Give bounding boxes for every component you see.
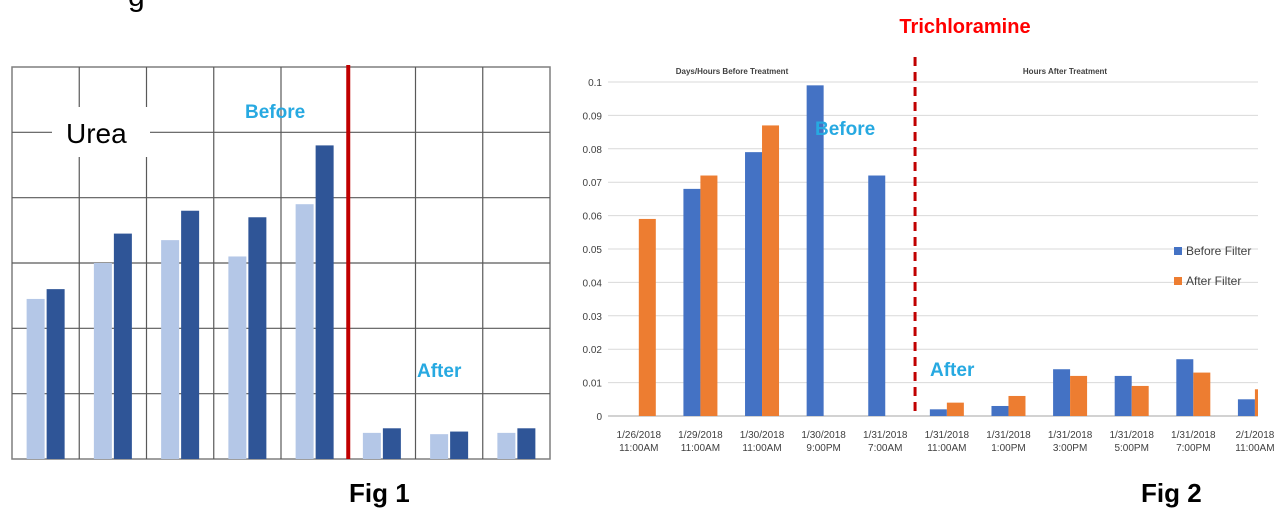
x-tick-label: 1/29/2018 11:00AM <box>678 430 723 454</box>
bar-after-filter-5 <box>946 402 964 416</box>
y-tick-label: 0 <box>596 412 602 423</box>
bar-after-filter-9 <box>1193 372 1211 416</box>
legend-swatch-2 <box>1174 277 1182 285</box>
y-tick-label: 0.01 <box>583 379 603 390</box>
fig2-caption: Fig 2 <box>1141 478 1202 508</box>
x-tick-date: 1/26/2018 <box>617 430 662 441</box>
x-tick-date: 1/30/2018 <box>740 430 785 441</box>
y-tick-label: 0.02 <box>583 345 603 356</box>
x-tick-label: 2/1/2018 11:00AM <box>1235 430 1275 454</box>
y-tick-label: 0.06 <box>583 212 603 223</box>
legend: Before Filter After Filter <box>1174 244 1251 288</box>
bar-before-filter-6 <box>991 405 1009 416</box>
bar-before-filter-2 <box>745 152 763 416</box>
x-tick-label: 1/30/2018 11:00AM <box>740 430 785 454</box>
bar-after-filter-2 <box>762 125 780 417</box>
x-tick-time: 3:00PM <box>1053 443 1087 454</box>
fig1-caption: Fig 1 <box>349 478 410 508</box>
x-tick-date: 2/1/2018 <box>1235 430 1274 441</box>
bar-before-filter-10 <box>1237 399 1255 416</box>
bar-before-filter-9 <box>1176 359 1194 416</box>
x-tick-label: 1/31/2018 5:00PM <box>1109 430 1154 454</box>
bar-before-filter-8 <box>1114 375 1132 416</box>
x-tick-date: 1/30/2018 <box>801 430 846 441</box>
bar-after-filter-10 <box>1254 389 1258 416</box>
legend-label-2: After Filter <box>1186 274 1241 288</box>
y-tick-label: 0.07 <box>583 178 603 189</box>
bar-after-filter-7 <box>1070 375 1088 416</box>
x-tick-time: 11:00AM <box>742 443 781 454</box>
bar-series2-8 <box>517 428 536 459</box>
bar-series2-3 <box>181 210 200 459</box>
bar-series1-7 <box>430 434 449 459</box>
trichloramine-chart: Trichloramine 0 0.01 0.02 0.03 0.04 0.05 0.06 0.… <box>583 16 1275 454</box>
bar-before-filter-5 <box>929 409 947 416</box>
x-tick-label: 1/31/2018 3:00PM <box>1048 430 1093 454</box>
x-tick-time: 11:00AM <box>619 443 658 454</box>
y-tick-label: 0.09 <box>583 111 603 122</box>
x-tick-date: 1/31/2018 <box>986 430 1031 441</box>
x-tick-date: 1/31/2018 <box>1171 430 1216 441</box>
after-annotation: After <box>417 361 462 382</box>
legend-swatch-1 <box>1174 247 1182 255</box>
x-tick-time: 11:00AM <box>1235 443 1274 454</box>
x-tick-date: 1/31/2018 <box>863 430 908 441</box>
x-tick-date: 1/31/2018 <box>1048 430 1093 441</box>
after-annotation: After <box>930 360 975 381</box>
bar-before-filter-1 <box>683 188 701 416</box>
bar-series2-1 <box>46 289 65 459</box>
bar-after-filter-8 <box>1131 385 1149 416</box>
x-tick-label: 1/31/2018 7:00PM <box>1171 430 1216 454</box>
bar-before-filter-7 <box>1053 369 1071 416</box>
bar-series1-5 <box>295 204 314 459</box>
chart-title: Trichloramine <box>899 16 1030 38</box>
bar-series1-6 <box>362 432 381 459</box>
bar-series2-5 <box>315 145 334 459</box>
x-tick-label: 1/30/2018 9:00PM <box>801 430 846 454</box>
x-tick-time: 7:00AM <box>868 443 902 454</box>
x-tick-time: 1:00PM <box>991 443 1025 454</box>
x-tick-label: 1/31/2018 1:00PM <box>986 430 1031 454</box>
x-tick-time: 9:00PM <box>806 443 840 454</box>
y-tick-label: 0.05 <box>583 245 603 256</box>
bar-series1-8 <box>497 432 516 459</box>
x-tick-time: 11:00AM <box>681 443 720 454</box>
y-tick-label: 0.04 <box>583 278 603 289</box>
bar-series1-3 <box>161 240 180 459</box>
bar-after-filter-6 <box>1008 395 1026 416</box>
bar-series2-4 <box>248 217 267 459</box>
section-label-after: Hours After Treatment <box>1023 67 1108 76</box>
x-tick-label: 1/31/2018 11:00AM <box>925 430 970 454</box>
x-tick-date: 1/29/2018 <box>678 430 723 441</box>
before-annotation: Before <box>245 102 305 123</box>
bar-series2-6 <box>382 428 401 459</box>
y-tick-label: 0.03 <box>583 312 603 323</box>
x-tick-date: 1/31/2018 <box>925 430 970 441</box>
urea-label: Urea <box>66 118 127 149</box>
urea-label-backing <box>52 107 150 157</box>
bar-series1-1 <box>26 298 45 459</box>
header-partial-text: g <box>128 0 145 14</box>
x-tick-time: 5:00PM <box>1114 443 1148 454</box>
before-annotation: Before <box>815 119 875 140</box>
x-tick-time: 11:00AM <box>927 443 966 454</box>
x-tick-time: 7:00PM <box>1176 443 1210 454</box>
bar-series1-4 <box>228 256 247 459</box>
bar-series1-2 <box>93 263 112 459</box>
bar-after-filter-1 <box>700 175 718 416</box>
y-tick-label: 0.1 <box>588 78 602 89</box>
y-tick-label: 0.08 <box>583 145 603 156</box>
bar-after-filter-0 <box>638 218 656 416</box>
section-label-before: Days/Hours Before Treatment <box>676 67 789 76</box>
bar-before-filter-3 <box>806 85 824 416</box>
urea-chart: Urea Before After <box>11 65 551 460</box>
bar-series2-7 <box>450 431 469 459</box>
x-tick-date: 1/31/2018 <box>1109 430 1154 441</box>
bar-series2-2 <box>113 233 132 459</box>
x-tick-label: 1/26/2018 11:00AM <box>617 430 662 454</box>
bar-before-filter-4 <box>868 175 886 416</box>
legend-label-1: Before Filter <box>1186 244 1251 258</box>
x-tick-label: 1/31/2018 7:00AM <box>863 430 908 454</box>
